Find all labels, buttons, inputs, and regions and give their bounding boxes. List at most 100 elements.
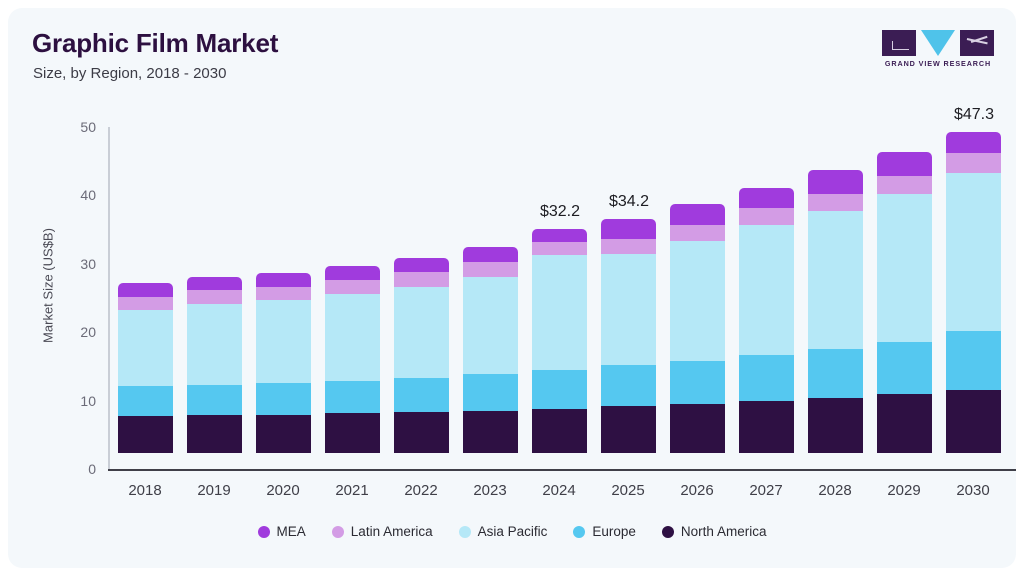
segment-mea-2030[interactable] (946, 132, 1001, 154)
segment-latin-america-2021[interactable] (325, 279, 380, 295)
y-axis-line (108, 127, 110, 470)
legend-label: Asia Pacific (477, 524, 548, 539)
segment-mea-2023[interactable] (463, 247, 518, 263)
segment-mea-2022[interactable] (394, 258, 449, 273)
segment-latin-america-2018[interactable] (118, 297, 173, 311)
legend-swatch-icon (331, 525, 344, 538)
bar-2030[interactable]: $47.3 (946, 106, 1001, 453)
y-tick-40: 40 (80, 187, 96, 204)
segment-asia-pacific-2019[interactable] (187, 303, 242, 385)
segment-asia-pacific-2027[interactable] (739, 224, 794, 356)
bar-2022[interactable] (394, 258, 449, 453)
segment-asia-pacific-2029[interactable] (877, 194, 932, 343)
segment-mea-2019[interactable] (187, 276, 242, 291)
segment-latin-america-2020[interactable] (256, 286, 311, 301)
segment-mea-2025[interactable] (601, 219, 656, 239)
segment-mea-2024[interactable] (532, 229, 587, 243)
segment-europe-2024[interactable] (532, 370, 587, 409)
segment-latin-america-2025[interactable] (601, 238, 656, 254)
segment-europe-2028[interactable] (808, 349, 863, 398)
x-tick-2025: 2025 (611, 482, 645, 499)
grand-view-research-logo: GRAND VIEW RESEARCH (882, 30, 994, 72)
segment-europe-2019[interactable] (187, 384, 242, 416)
segment-asia-pacific-2028[interactable] (808, 210, 863, 350)
segment-mea-2027[interactable] (739, 188, 794, 209)
segment-north-america-2018[interactable] (118, 416, 173, 453)
segment-europe-2023[interactable] (463, 374, 518, 411)
segment-latin-america-2029[interactable] (877, 176, 932, 195)
segment-north-america-2022[interactable] (394, 411, 449, 453)
segment-north-america-2026[interactable] (670, 403, 725, 453)
segment-europe-2029[interactable] (877, 342, 932, 394)
segment-europe-2022[interactable] (394, 377, 449, 412)
segment-asia-pacific-2020[interactable] (256, 300, 311, 383)
segment-mea-2028[interactable] (808, 169, 863, 194)
segment-asia-pacific-2024[interactable] (532, 254, 587, 371)
segment-mea-2018[interactable] (118, 283, 173, 298)
segment-europe-2018[interactable] (118, 385, 173, 417)
x-tick-2021: 2021 (335, 482, 369, 499)
legend-item-latin-america[interactable]: Latin America (331, 524, 433, 539)
legend-item-north-america[interactable]: North America (661, 524, 766, 539)
bar-2019[interactable] (187, 276, 242, 453)
segment-north-america-2024[interactable] (532, 408, 587, 453)
segment-europe-2021[interactable] (325, 380, 380, 414)
bar-2021[interactable] (325, 265, 380, 453)
bar-2028[interactable] (808, 169, 863, 453)
bar-2018[interactable] (118, 283, 173, 453)
segment-north-america-2023[interactable] (463, 410, 518, 453)
segment-north-america-2020[interactable] (256, 414, 311, 453)
segment-latin-america-2023[interactable] (463, 262, 518, 278)
legend-item-europe[interactable]: Europe (573, 524, 636, 539)
segment-europe-2020[interactable] (256, 382, 311, 415)
segment-north-america-2019[interactable] (187, 415, 242, 453)
segment-asia-pacific-2026[interactable] (670, 240, 725, 361)
bar-2020[interactable] (256, 273, 311, 453)
segment-north-america-2025[interactable] (601, 405, 656, 453)
segment-asia-pacific-2021[interactable] (325, 294, 380, 381)
segment-mea-2021[interactable] (325, 265, 380, 280)
bar-value-label-2030: $47.3 (953, 106, 995, 124)
x-tick-2028: 2028 (818, 482, 852, 499)
bar-2029[interactable] (877, 152, 932, 453)
segment-latin-america-2030[interactable] (946, 153, 1001, 173)
bar-2027[interactable] (739, 188, 794, 453)
segment-asia-pacific-2030[interactable] (946, 172, 1001, 332)
logo-g-icon (882, 30, 916, 56)
segment-latin-america-2026[interactable] (670, 225, 725, 241)
segment-latin-america-2022[interactable] (394, 272, 449, 287)
segment-asia-pacific-2025[interactable] (601, 253, 656, 366)
segment-asia-pacific-2022[interactable] (394, 286, 449, 378)
segment-mea-2029[interactable] (877, 152, 932, 176)
segment-north-america-2029[interactable] (877, 393, 932, 453)
segment-europe-2030[interactable] (946, 331, 1001, 391)
logo-marks (882, 30, 994, 56)
segment-mea-2026[interactable] (670, 204, 725, 226)
bar-2026[interactable] (670, 204, 725, 453)
segment-europe-2026[interactable] (670, 360, 725, 404)
legend-swatch-icon (257, 525, 270, 538)
y-tick-0: 0 (88, 461, 96, 477)
legend-item-mea[interactable]: MEA (257, 524, 306, 539)
bar-2023[interactable] (463, 247, 518, 453)
segment-latin-america-2019[interactable] (187, 290, 242, 304)
segment-north-america-2030[interactable] (946, 390, 1001, 453)
segment-north-america-2028[interactable] (808, 397, 863, 453)
segment-north-america-2021[interactable] (325, 413, 380, 453)
x-tick-2020: 2020 (266, 482, 300, 499)
segment-latin-america-2028[interactable] (808, 193, 863, 211)
bar-2024[interactable]: $32.2 (532, 203, 587, 453)
legend-item-asia-pacific[interactable]: Asia Pacific (458, 524, 548, 539)
bar-2025[interactable]: $34.2 (601, 193, 656, 453)
legend-swatch-icon (661, 525, 674, 538)
segment-europe-2027[interactable] (739, 355, 794, 402)
segment-latin-america-2024[interactable] (532, 242, 587, 255)
segment-north-america-2027[interactable] (739, 401, 794, 453)
segment-asia-pacific-2023[interactable] (463, 277, 518, 375)
segment-asia-pacific-2018[interactable] (118, 310, 173, 386)
segment-latin-america-2027[interactable] (739, 208, 794, 225)
chart-header: Graphic Film Market Size, by Region, 201… (8, 8, 1016, 104)
legend-label: MEA (276, 524, 306, 539)
segment-mea-2020[interactable] (256, 273, 311, 287)
segment-europe-2025[interactable] (601, 365, 656, 406)
